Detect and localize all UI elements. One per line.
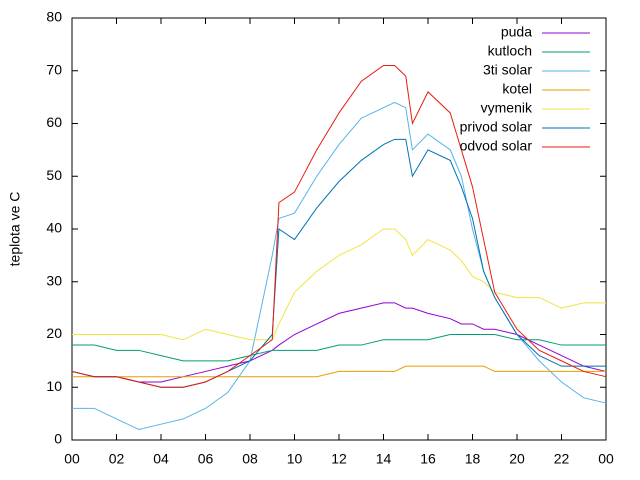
series-line xyxy=(71,138,606,388)
y-axis-label: teplota ve C xyxy=(7,192,23,267)
series-line xyxy=(72,228,606,341)
y-tick-label: 30 xyxy=(46,272,62,288)
legend-label: vymenik xyxy=(481,100,533,116)
x-tick-label: 00 xyxy=(598,451,614,467)
legend-label: odvod solar xyxy=(460,138,533,154)
x-tick-label: 10 xyxy=(287,451,303,467)
y-tick-label: 20 xyxy=(46,325,62,341)
y-tick-label: 0 xyxy=(54,431,62,447)
x-tick-label: 12 xyxy=(331,451,347,467)
x-tick-label: 20 xyxy=(509,451,525,467)
x-tick-label: 16 xyxy=(420,451,436,467)
legend-label: privod solar xyxy=(460,119,533,135)
series-line xyxy=(71,64,607,388)
legend-label: kotel xyxy=(502,81,532,97)
y-tick-label: 10 xyxy=(46,378,62,394)
x-tick-label: 18 xyxy=(465,451,481,467)
x-tick-label: 22 xyxy=(554,451,570,467)
series-line xyxy=(72,334,606,362)
y-tick-label: 60 xyxy=(46,114,62,130)
y-tick-label: 70 xyxy=(46,61,62,77)
legend-label: puda xyxy=(501,24,532,40)
y-tick-label: 80 xyxy=(46,9,62,25)
y-tick-label: 50 xyxy=(46,167,62,183)
x-tick-label: 00 xyxy=(64,451,80,467)
legend-label: kutloch xyxy=(488,43,532,59)
y-tick-label: 40 xyxy=(46,220,62,236)
legend-label: 3ti solar xyxy=(483,62,532,78)
x-tick-label: 02 xyxy=(109,451,125,467)
x-tick-label: 06 xyxy=(198,451,214,467)
x-tick-label: 08 xyxy=(242,451,258,467)
series-line xyxy=(71,302,607,383)
x-tick-label: 04 xyxy=(153,451,169,467)
series-line xyxy=(72,365,606,378)
x-tick-label: 14 xyxy=(376,451,392,467)
